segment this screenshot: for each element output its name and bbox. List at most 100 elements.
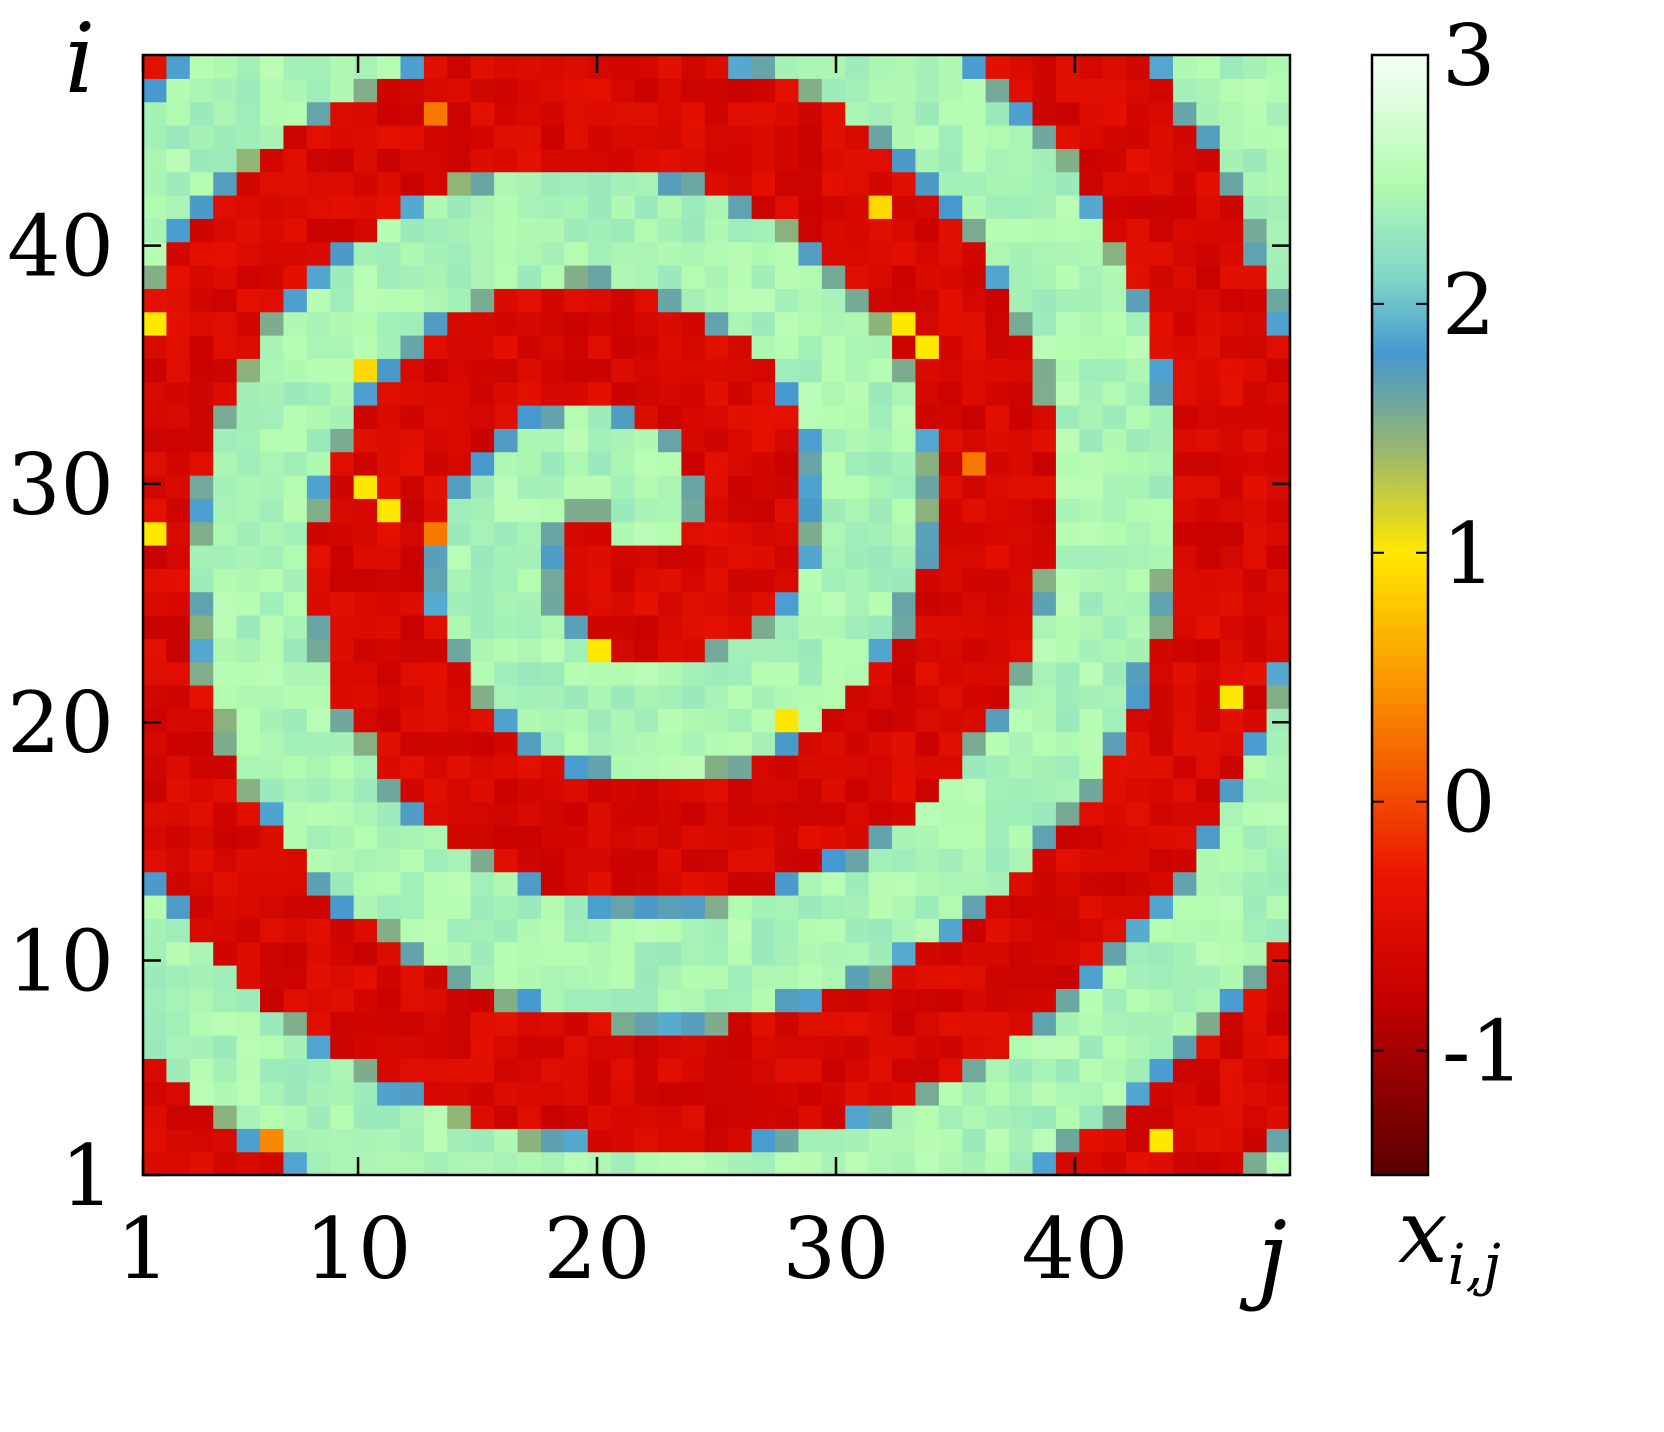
heatmap-cell <box>540 1035 565 1059</box>
heatmap-cell <box>1172 195 1197 219</box>
heatmap-cell <box>657 101 682 126</box>
heatmap-cell <box>283 218 308 243</box>
heatmap-cell <box>938 1151 963 1176</box>
heatmap-cell <box>798 521 823 546</box>
heatmap-cell <box>1172 381 1197 406</box>
heatmap-cell <box>1219 825 1244 849</box>
heatmap-cell <box>353 1035 378 1059</box>
heatmap-cell <box>236 78 261 103</box>
heatmap-cell <box>728 1035 753 1059</box>
heatmap-cell <box>353 1011 378 1036</box>
heatmap-cell <box>751 755 776 779</box>
heatmap-cell <box>1055 78 1080 103</box>
heatmap-cell <box>775 78 800 103</box>
heatmap-cell <box>1032 941 1057 966</box>
heatmap-cell <box>938 405 963 429</box>
heatmap-cell <box>1149 101 1174 126</box>
heatmap-cell <box>634 731 659 756</box>
heatmap-cell <box>189 78 214 103</box>
heatmap-cell <box>985 895 1010 919</box>
heatmap-cell <box>634 405 659 429</box>
heatmap-cell <box>353 218 378 243</box>
colorbar-tick-label: 2 <box>1442 256 1495 354</box>
heatmap-cell <box>1219 335 1244 359</box>
heatmap-cell <box>1266 801 1291 826</box>
heatmap-cell <box>260 125 285 149</box>
heatmap-cell <box>1219 1105 1244 1129</box>
heatmap-cell <box>1102 521 1127 546</box>
heatmap-cell <box>845 335 870 359</box>
heatmap-cell <box>728 591 753 616</box>
heatmap-cell <box>1079 1081 1104 1106</box>
heatmap-cell <box>1243 521 1268 546</box>
heatmap-cell <box>260 1128 285 1153</box>
heatmap-cell <box>447 78 472 103</box>
heatmap-cell <box>1219 545 1244 569</box>
heatmap-cell <box>213 451 238 476</box>
heatmap-cell <box>447 148 472 173</box>
heatmap-cell <box>938 288 963 313</box>
heatmap-cell <box>1055 521 1080 546</box>
heatmap-cell <box>728 988 753 1013</box>
heatmap-cell <box>657 335 682 359</box>
heatmap-cell <box>985 615 1010 639</box>
heatmap-cell <box>728 731 753 756</box>
heatmap-cell <box>564 125 589 149</box>
heatmap-cell <box>260 381 285 406</box>
heatmap-cell <box>1172 965 1197 989</box>
heatmap-cell <box>962 661 987 686</box>
heatmap-cell <box>915 615 940 639</box>
heatmap-cell <box>213 1128 238 1153</box>
heatmap-cell <box>798 218 823 243</box>
heatmap-cell <box>751 708 776 733</box>
heatmap-cell <box>1102 1035 1127 1059</box>
heatmap-cell <box>189 218 214 243</box>
heatmap-cell <box>634 78 659 103</box>
heatmap-cell <box>1079 405 1104 429</box>
heatmap-cell <box>1032 171 1057 196</box>
heatmap-cell <box>494 475 519 499</box>
heatmap-cell <box>423 428 448 453</box>
heatmap-cell <box>213 498 238 523</box>
heatmap-cell <box>892 545 917 569</box>
heatmap-cell <box>1102 405 1127 429</box>
heatmap-cell <box>915 895 940 919</box>
heatmap-cell <box>189 101 214 126</box>
heatmap-cell <box>1196 498 1221 523</box>
heatmap-cell <box>868 941 893 966</box>
heatmap-cell <box>189 288 214 313</box>
heatmap-cell <box>938 1035 963 1059</box>
heatmap-cell <box>236 545 261 569</box>
heatmap-cell <box>1055 1035 1080 1059</box>
heatmap-cell <box>798 801 823 826</box>
heatmap-cell <box>1172 78 1197 103</box>
heatmap-cell <box>1266 708 1291 733</box>
heatmap-cell <box>236 941 261 966</box>
heatmap-cell <box>1009 661 1034 686</box>
heatmap-cell <box>704 638 729 663</box>
heatmap-cell <box>1243 311 1268 336</box>
heatmap-cell <box>213 661 238 686</box>
heatmap-cell <box>1219 171 1244 196</box>
heatmap-cell <box>400 801 425 826</box>
heatmap-cell <box>798 848 823 873</box>
heatmap-cell <box>845 965 870 989</box>
heatmap-cell <box>166 195 191 219</box>
heatmap-cell <box>657 358 682 383</box>
heatmap-cell <box>915 311 940 336</box>
heatmap-cell <box>775 941 800 966</box>
heatmap-cell <box>213 1151 238 1176</box>
heatmap-cell <box>1266 1128 1291 1153</box>
heatmap-cell <box>634 895 659 919</box>
heatmap-cell <box>657 568 682 593</box>
heatmap-cell <box>985 591 1010 616</box>
heatmap-cell <box>213 381 238 406</box>
heatmap-cell <box>1079 941 1104 966</box>
heatmap-cell <box>470 148 495 173</box>
heatmap-cell <box>400 1058 425 1083</box>
heatmap-cell <box>213 218 238 243</box>
heatmap-cell <box>1149 918 1174 943</box>
heatmap-cell <box>634 101 659 126</box>
heatmap-cell <box>1009 848 1034 873</box>
heatmap-cell <box>868 405 893 429</box>
